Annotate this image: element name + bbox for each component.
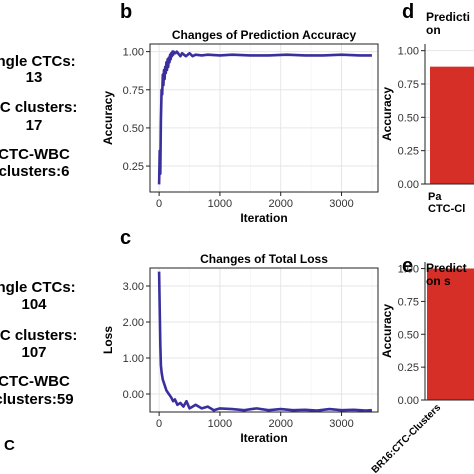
chart-prediction-d: 0.00 0.25 0.50 0.75 1.00 Prediction Accuracy Pa… [380, 10, 474, 215]
x-tick-label: 1000 [208, 418, 232, 430]
y-tick-label: 0.50 [398, 329, 419, 341]
chart-title-line: Predicti [426, 10, 470, 24]
left-bottom-partial: C [4, 437, 15, 454]
plot-border [149, 267, 379, 413]
y-axis-label: Accuracy [101, 91, 115, 145]
panel-letter-e: e [402, 255, 413, 277]
y-tick-label: 0.50 [398, 112, 419, 124]
left-bottom-line-4: 107 [21, 344, 46, 361]
x-tick-label: 2000 [268, 418, 292, 430]
chart-loss: 0 1000 2000 3000 0.00 1.00 2.00 3.00 Changes of … [101, 252, 379, 445]
y-axis-label: Accuracy [380, 304, 394, 358]
y-axis-label: Accuracy [380, 87, 394, 141]
left-top-line-6: clusters:6 [0, 163, 69, 180]
left-bottom-line-3: TC clusters: [0, 327, 77, 344]
y-tick-label: 2.00 [123, 317, 144, 329]
chart-accuracy: 0 1000 2000 3000 0.25 0.50 0.75 1.00 Changes of … [101, 28, 379, 225]
x-tick-label: 2000 [268, 198, 292, 210]
y-tick-label: 1.00 [398, 46, 419, 58]
left-panel-top: ingle CTCs: 13 TC clusters: 17 CTC-WBC c… [0, 53, 77, 180]
chart-title: Changes of Total Loss [200, 252, 328, 266]
bar [430, 66, 474, 184]
plot-area [150, 44, 378, 192]
y-tick-label: 1.00 [123, 47, 144, 59]
left-bottom-line-1: ingle CTCs: [0, 279, 76, 296]
panel-letter-c: c [120, 227, 131, 249]
left-panel-bottom: ingle CTCs: 104 TC clusters: 107 CTC-WBC… [0, 279, 77, 454]
y-axis-label: Loss [101, 326, 115, 354]
y-tick-label: 0.50 [123, 123, 144, 135]
x-tick-label: 3000 [329, 198, 353, 210]
chart-title-line: Predict [426, 261, 467, 275]
y-tick-label: 0.75 [398, 79, 419, 91]
y-tick-label: 0.00 [123, 389, 144, 401]
category-label: BR16:CTC-Clusters [370, 402, 444, 474]
left-top-line-2: 13 [26, 69, 43, 86]
panel-letter-b: b [120, 1, 132, 23]
left-bottom-line-2: 104 [21, 296, 47, 313]
x-tick-label: 1000 [208, 198, 232, 210]
y-tick-label: 0.75 [123, 85, 144, 97]
y-tick-label: 0.00 [398, 179, 419, 191]
series-line [157, 271, 372, 412]
x-tick-label: 3000 [329, 418, 353, 430]
left-top-line-4: 17 [26, 117, 43, 134]
y-tick-label: 0.25 [398, 146, 419, 158]
x-axis-label: Iteration [240, 211, 287, 225]
chart-title-line: on [426, 23, 441, 37]
y-tick-label: 0.25 [398, 362, 419, 374]
x-tick-label: 0 [156, 198, 162, 210]
left-bottom-line-5: CTC-WBC [0, 373, 70, 390]
category-label-line: Pa [428, 191, 442, 203]
y-tick-label: 0.75 [398, 296, 419, 308]
left-top-line-1: ingle CTCs: [0, 53, 76, 70]
y-tick-label: 0.25 [123, 161, 144, 173]
left-top-line-3: TC clusters: [0, 99, 77, 116]
bar [427, 268, 474, 400]
left-top-line-5: CTC-WBC [0, 146, 70, 163]
x-tick-label: 0 [156, 418, 162, 430]
y-tick-label: 1.00 [398, 264, 419, 276]
y-tick-label: 1.00 [123, 353, 144, 365]
plot-border [149, 43, 379, 193]
series-line [157, 50, 372, 185]
left-bottom-line-6: clusters:59 [0, 391, 74, 408]
chart-title: Changes of Prediction Accuracy [172, 28, 357, 42]
y-tick-label: 0.00 [398, 395, 419, 407]
y-tick-label: 3.00 [123, 281, 144, 293]
panel-letter-d: d [402, 1, 414, 23]
x-axis-label: Iteration [240, 431, 287, 445]
chart-title-line: on s [426, 274, 451, 288]
plot-area [150, 268, 378, 412]
category-label-line: CTC-Cl [428, 203, 465, 215]
